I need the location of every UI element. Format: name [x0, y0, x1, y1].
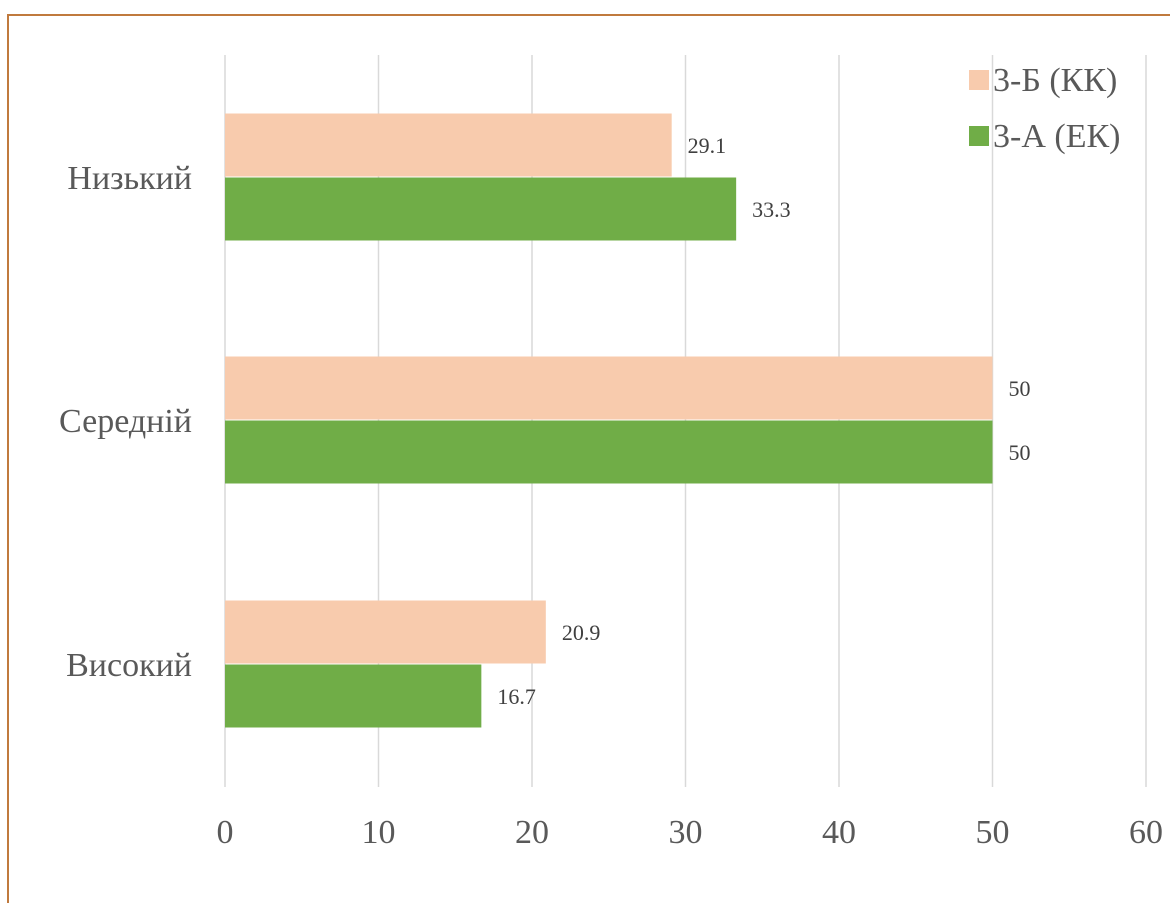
x-tick-label: 40 — [822, 814, 856, 851]
category-label: Середній — [59, 403, 192, 440]
x-tick-label: 30 — [669, 814, 703, 851]
bar — [225, 420, 993, 484]
data-label: 16.7 — [497, 684, 535, 709]
category-axis: Високий Середній Низький — [59, 160, 192, 684]
x-tick-label: 0 — [217, 814, 234, 851]
data-label: 50 — [1009, 376, 1031, 401]
legend-swatch — [969, 126, 989, 146]
legend-swatch — [969, 70, 989, 90]
value-axis: 0 10 20 30 40 50 60 — [217, 814, 1164, 851]
category-label: Низький — [67, 160, 192, 197]
bar — [225, 113, 672, 177]
x-tick-label: 60 — [1129, 814, 1163, 851]
bar — [225, 600, 546, 664]
bar — [225, 664, 482, 728]
x-tick-label: 20 — [515, 814, 549, 851]
legend-label: 3-Б (КК) — [993, 62, 1117, 99]
data-label: 29.1 — [688, 133, 727, 158]
category-label: Високий — [66, 647, 192, 684]
data-label: 50 — [1009, 440, 1031, 465]
bar — [225, 356, 993, 420]
data-labels: 20.9 16.7 50 50 29.1 33.3 — [497, 133, 1030, 709]
legend: 3-Б (КК) 3-А (ЕК) — [969, 62, 1120, 155]
data-label: 33.3 — [752, 197, 791, 222]
data-label: 20.9 — [562, 620, 601, 645]
bars — [225, 113, 993, 728]
bar — [225, 177, 737, 241]
legend-label: 3-А (ЕК) — [993, 118, 1120, 155]
x-tick-label: 10 — [362, 814, 396, 851]
x-tick-label: 50 — [976, 814, 1010, 851]
